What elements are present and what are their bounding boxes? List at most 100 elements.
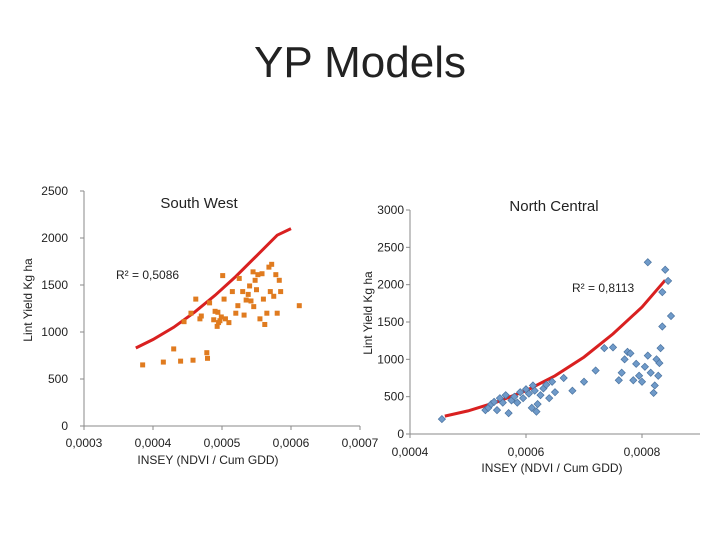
- nc-data-point: [620, 355, 629, 364]
- nc-data-point: [524, 389, 533, 398]
- sw-data-point: [217, 318, 223, 324]
- nc-data-point: [608, 343, 618, 352]
- sw-r-squared-label: R² = 0,5086: [116, 268, 179, 282]
- sw-x-tick-label: 0,0004: [135, 436, 172, 450]
- nc-data-point: [614, 376, 623, 385]
- sw-data-point: [236, 275, 242, 281]
- sw-data-point: [197, 316, 203, 322]
- sw-data-point: [221, 296, 227, 302]
- sw-x-tick-label: 0,0007: [342, 436, 379, 450]
- sw-y-tick-label: 2500: [41, 184, 68, 198]
- nc-data-point: [600, 344, 609, 353]
- nc-data-point: [501, 391, 510, 400]
- nc-y-tick-label: 1500: [377, 315, 404, 329]
- nc-data-point: [550, 388, 560, 397]
- nc-data-point: [498, 398, 507, 407]
- sw-data-point: [211, 317, 217, 323]
- sw-data-point: [214, 323, 220, 329]
- sw-y-tick-label: 0: [61, 419, 68, 433]
- nc-y-tick-label: 2500: [377, 240, 404, 254]
- nc-data-point: [654, 371, 663, 380]
- sw-data-point: [181, 319, 187, 325]
- nc-r-squared-label: R² = 0,8113: [572, 281, 634, 295]
- sw-data-point: [276, 277, 282, 283]
- nc-data-point: [664, 276, 673, 286]
- sw-chart-title: South West: [160, 195, 238, 212]
- nc-data-point: [655, 358, 664, 368]
- sw-data-point: [278, 289, 284, 295]
- nc-y-tick-label: 1000: [377, 352, 404, 366]
- sw-data-point: [257, 316, 263, 322]
- sw-y-tick-label: 1000: [41, 325, 68, 339]
- sw-y-tick-label: 1500: [41, 278, 68, 292]
- sw-x-tick-label: 0,0006: [273, 436, 310, 450]
- nc-x-tick-label: 0,0004: [392, 445, 429, 459]
- nc-data-point: [637, 377, 647, 386]
- sw-data-point: [220, 273, 226, 279]
- sw-data-point: [274, 310, 280, 316]
- nc-trend-line: [444, 279, 667, 418]
- sw-data-point: [204, 350, 210, 356]
- nc-data-point: [437, 414, 446, 424]
- sw-data-point: [205, 355, 211, 361]
- nc-data-point: [533, 400, 542, 409]
- nc-x-tick-label: 0,0008: [624, 445, 661, 459]
- sw-data-point: [247, 283, 253, 289]
- sw-data-point: [235, 303, 241, 309]
- sw-data-point: [259, 271, 265, 277]
- sw-data-point: [171, 346, 177, 352]
- sw-data-point: [222, 316, 228, 322]
- nc-data-point: [656, 344, 665, 353]
- nc-data-point: [513, 398, 522, 407]
- nc-data-point: [650, 381, 659, 390]
- sw-y-tick-label: 500: [48, 372, 68, 386]
- sw-data-point: [252, 277, 258, 283]
- nc-data-point: [666, 311, 676, 321]
- nc-x-axis-title: INSEY (NDVI / Cum GDD): [481, 461, 622, 475]
- nc-data-point: [568, 386, 577, 395]
- sw-data-point: [254, 287, 259, 293]
- sw-data-point: [241, 312, 247, 318]
- nc-y-tick-label: 500: [384, 390, 404, 404]
- nc-y-tick-label: 0: [397, 427, 404, 441]
- sw-y-axis-title: Lint Yield Kg ha: [21, 258, 35, 342]
- nc-data-point: [536, 391, 545, 400]
- sw-data-point: [255, 272, 261, 278]
- sw-data-point: [212, 308, 218, 314]
- nc-data-point: [629, 376, 638, 385]
- sw-x-tick-label: 0,0005: [204, 436, 241, 450]
- nc-data-point: [504, 408, 513, 418]
- nc-data-point: [661, 265, 670, 274]
- page-title: YP Models: [254, 38, 466, 87]
- nc-data-point: [516, 388, 525, 397]
- sw-data-point: [226, 320, 232, 326]
- sw-data-point: [251, 304, 257, 310]
- sw-x-tick-label: 0,0003: [66, 436, 103, 450]
- nc-data-point: [530, 386, 539, 395]
- sw-data-point: [260, 296, 266, 302]
- nc-data-point: [492, 406, 502, 415]
- sw-data-point: [243, 297, 249, 303]
- nc-data-point: [559, 373, 568, 383]
- sw-data-point: [266, 264, 272, 270]
- nc-data-point: [658, 322, 667, 331]
- sw-data-point: [160, 359, 166, 365]
- sw-data-point: [240, 289, 246, 295]
- nc-data-point: [527, 403, 536, 412]
- sw-data-point: [248, 298, 254, 304]
- sw-data-point: [178, 358, 184, 364]
- sw-x-axis-title: INSEY (NDVI / Cum GDD): [137, 453, 278, 467]
- nc-data-point: [643, 351, 652, 360]
- nc-x-tick-label: 0,0006: [508, 445, 545, 459]
- nc-y-tick-label: 3000: [377, 203, 404, 217]
- sw-data-point: [262, 321, 268, 327]
- sw-data-point: [188, 310, 194, 316]
- sw-data-point: [229, 289, 235, 295]
- sw-data-point: [193, 296, 199, 302]
- sw-trend-line: [135, 227, 292, 350]
- sw-data-point: [233, 310, 239, 316]
- nc-data-point: [519, 394, 528, 403]
- nc-data-point: [646, 368, 655, 377]
- nc-data-point: [490, 397, 499, 406]
- sw-data-point: [264, 310, 270, 316]
